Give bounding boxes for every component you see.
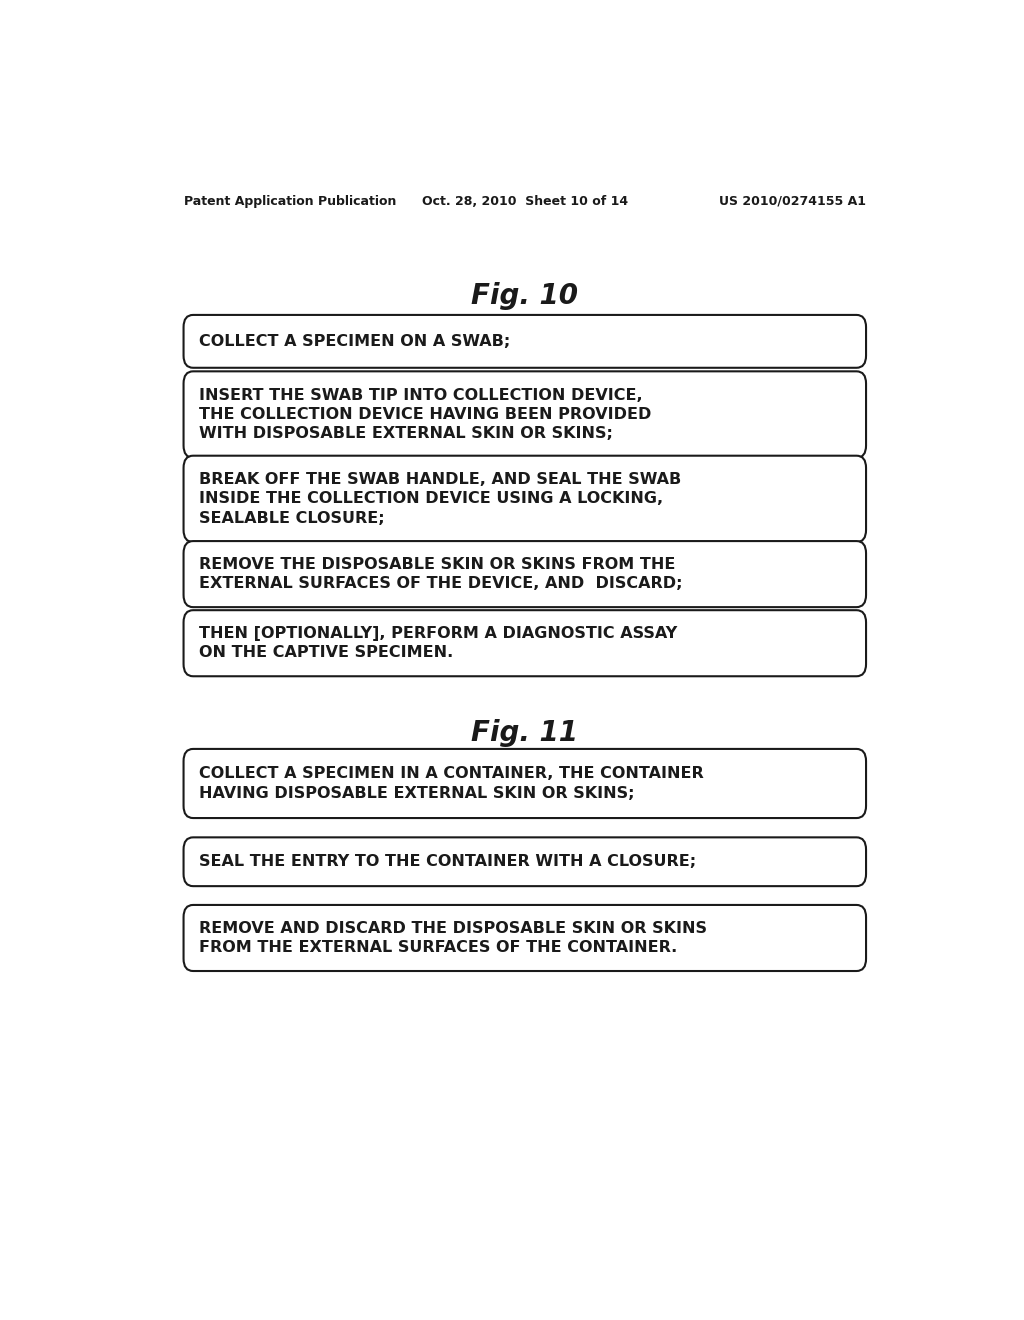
Text: BREAK OFF THE SWAB HANDLE, AND SEAL THE SWAB
INSIDE THE COLLECTION DEVICE USING : BREAK OFF THE SWAB HANDLE, AND SEAL THE … [200, 473, 682, 525]
FancyBboxPatch shape [183, 455, 866, 543]
FancyBboxPatch shape [183, 906, 866, 972]
FancyBboxPatch shape [183, 315, 866, 368]
FancyBboxPatch shape [183, 748, 866, 818]
Text: Oct. 28, 2010  Sheet 10 of 14: Oct. 28, 2010 Sheet 10 of 14 [422, 195, 628, 209]
Text: Fig. 10: Fig. 10 [471, 282, 579, 310]
Text: Patent Application Publication: Patent Application Publication [183, 195, 396, 209]
Text: THEN [OPTIONALLY], PERFORM A DIAGNOSTIC ASSAY
ON THE CAPTIVE SPECIMEN.: THEN [OPTIONALLY], PERFORM A DIAGNOSTIC … [200, 626, 678, 660]
Text: REMOVE AND DISCARD THE DISPOSABLE SKIN OR SKINS
FROM THE EXTERNAL SURFACES OF TH: REMOVE AND DISCARD THE DISPOSABLE SKIN O… [200, 921, 708, 956]
FancyBboxPatch shape [183, 610, 866, 676]
FancyBboxPatch shape [183, 837, 866, 886]
Text: Fig. 11: Fig. 11 [471, 719, 579, 747]
FancyBboxPatch shape [183, 541, 866, 607]
Text: INSERT THE SWAB TIP INTO COLLECTION DEVICE,
THE COLLECTION DEVICE HAVING BEEN PR: INSERT THE SWAB TIP INTO COLLECTION DEVI… [200, 388, 652, 441]
Text: US 2010/0274155 A1: US 2010/0274155 A1 [719, 195, 866, 209]
Text: SEAL THE ENTRY TO THE CONTAINER WITH A CLOSURE;: SEAL THE ENTRY TO THE CONTAINER WITH A C… [200, 854, 696, 870]
FancyBboxPatch shape [183, 371, 866, 458]
Text: COLLECT A SPECIMEN IN A CONTAINER, THE CONTAINER
HAVING DISPOSABLE EXTERNAL SKIN: COLLECT A SPECIMEN IN A CONTAINER, THE C… [200, 767, 705, 801]
Text: REMOVE THE DISPOSABLE SKIN OR SKINS FROM THE
EXTERNAL SURFACES OF THE DEVICE, AN: REMOVE THE DISPOSABLE SKIN OR SKINS FROM… [200, 557, 683, 591]
Text: COLLECT A SPECIMEN ON A SWAB;: COLLECT A SPECIMEN ON A SWAB; [200, 334, 511, 348]
